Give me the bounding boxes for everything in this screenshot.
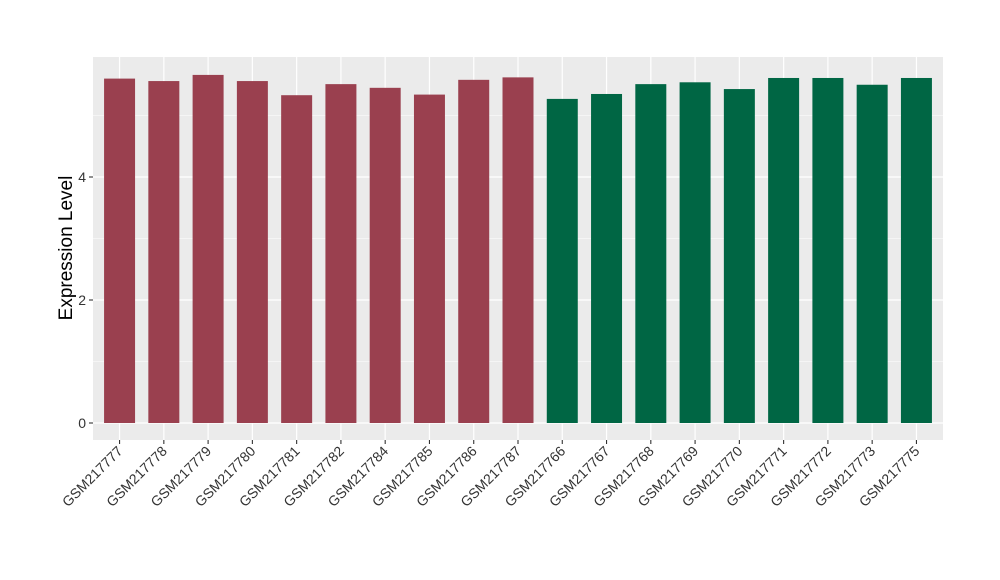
bar-GSM217784 <box>369 87 401 423</box>
bar-GSM217766 <box>546 98 578 424</box>
bar-GSM217772 <box>812 77 844 423</box>
bar-GSM217775 <box>900 77 932 423</box>
bar-GSM217768 <box>635 84 667 423</box>
y-axis-title: Expression Level <box>56 176 77 321</box>
bar-GSM217780 <box>236 81 268 423</box>
bar-GSM217781 <box>281 95 313 423</box>
x-axis: GSM217777GSM217778GSM217779GSM217780GSM2… <box>59 440 923 510</box>
bars <box>104 74 932 424</box>
bar-GSM217786 <box>458 79 490 423</box>
bar-GSM217769 <box>679 82 711 423</box>
bar-GSM217787 <box>502 77 534 424</box>
bar-GSM217779 <box>192 74 224 423</box>
bar-GSM217778 <box>148 81 180 423</box>
bar-GSM217782 <box>325 84 357 423</box>
bar-GSM217785 <box>413 94 445 423</box>
bar-GSM217773 <box>856 84 888 423</box>
bar-GSM217777 <box>104 78 136 423</box>
y-tick-label: 4 <box>78 169 86 185</box>
y-axis: 0 2 4 <box>78 169 93 431</box>
bar-GSM217771 <box>768 77 800 423</box>
bar-GSM217770 <box>723 89 755 423</box>
y-tick-label: 2 <box>78 292 86 308</box>
bar-GSM217767 <box>591 93 623 423</box>
y-tick-label: 0 <box>78 415 86 431</box>
